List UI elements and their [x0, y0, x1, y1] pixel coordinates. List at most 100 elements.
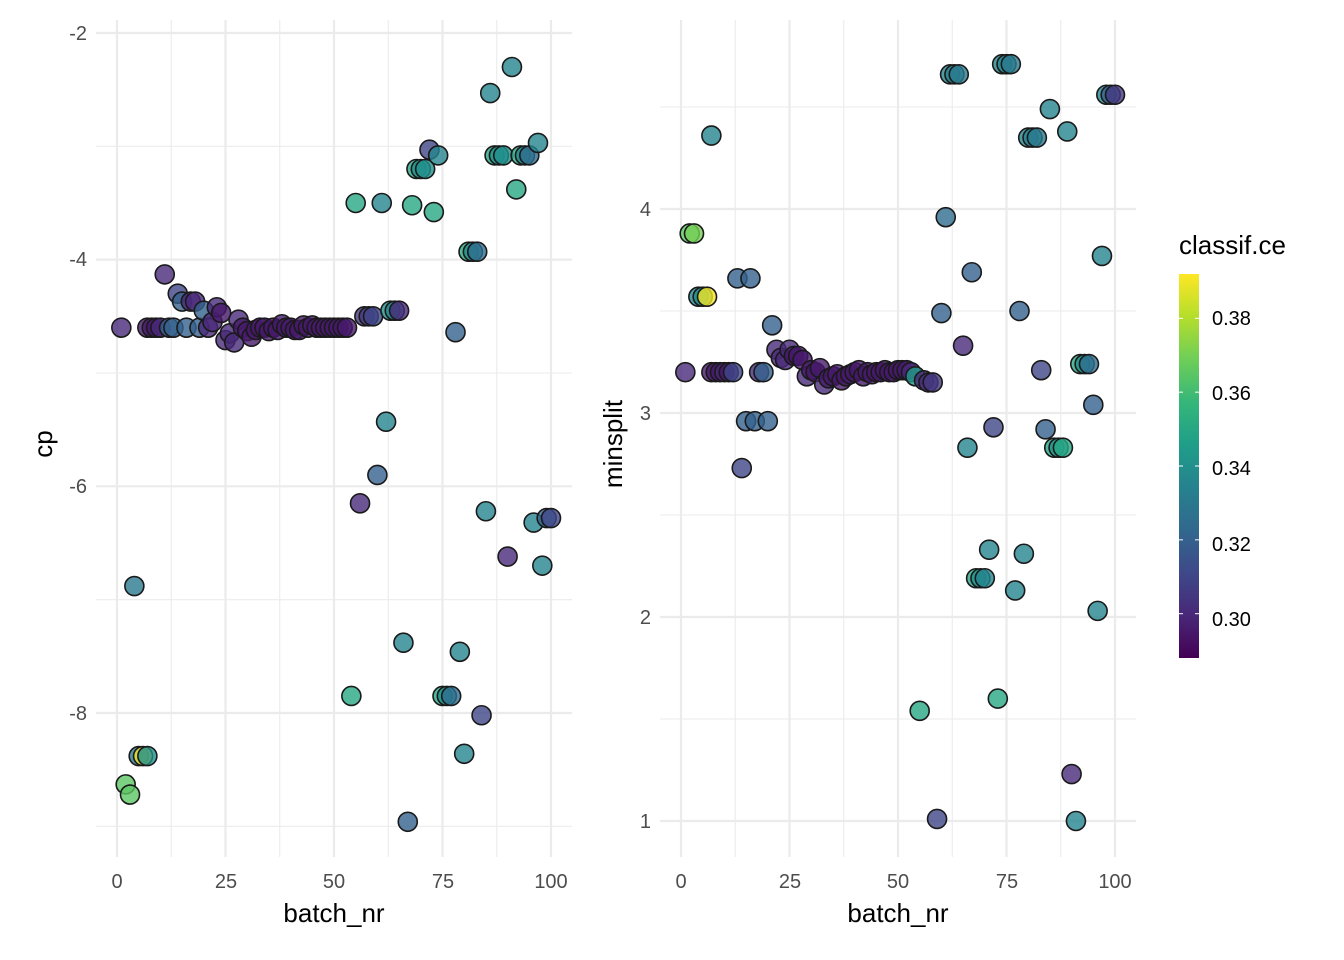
cp-panel-points — [111, 56, 562, 833]
minsplit-x-tick-75: 75 — [996, 871, 1018, 893]
cp-point — [414, 158, 436, 180]
legend-label-034: 0.34 — [1212, 458, 1251, 480]
minsplit-point — [761, 314, 783, 336]
legend-colorbar — [1179, 274, 1199, 658]
minsplit-point — [1004, 580, 1026, 601]
minsplit-point — [909, 700, 931, 722]
cp-point — [492, 145, 514, 166]
minsplit-point — [1104, 84, 1126, 106]
cp-y-tick-neg8: -8 — [69, 703, 87, 725]
minsplit-point — [974, 567, 996, 589]
minsplit-point — [1091, 245, 1113, 267]
minsplit-point — [753, 361, 774, 383]
minsplit-x-axis-title: batch_nr — [847, 898, 949, 928]
legend-label-036: 0.36 — [1212, 383, 1251, 405]
minsplit-y-tick-2: 2 — [640, 607, 651, 629]
minsplit-point — [731, 457, 753, 479]
minsplit-y-tick-3: 3 — [640, 403, 651, 425]
minsplit-point — [683, 223, 705, 244]
minsplit-point — [957, 437, 978, 458]
minsplit-y-axis-title: minsplit — [598, 399, 628, 488]
cp-point — [393, 632, 414, 654]
minsplit-point — [1078, 353, 1100, 375]
cp-point — [471, 704, 492, 726]
minsplit-point — [701, 125, 722, 146]
minsplit-panel-grid — [660, 20, 1136, 857]
cp-point — [397, 811, 419, 833]
cp-point — [341, 685, 362, 707]
cp-point — [475, 500, 497, 522]
cp-point — [445, 321, 466, 343]
cp-point — [466, 241, 488, 263]
minsplit-point — [987, 688, 1009, 709]
legend-label-038: 0.38 — [1212, 308, 1251, 330]
cp-x-tick-100: 100 — [534, 871, 567, 893]
minsplit-point — [952, 335, 974, 356]
cp-point — [371, 192, 393, 214]
cp-point — [362, 306, 384, 327]
minsplit-point — [922, 372, 944, 393]
cp-point — [497, 546, 518, 567]
minsplit-point — [961, 261, 983, 283]
minsplit-point — [1083, 394, 1104, 416]
cp-point — [345, 192, 367, 214]
minsplit-point — [1052, 437, 1074, 458]
minsplit-x-tick-0: 0 — [675, 871, 686, 893]
cp-point — [427, 145, 449, 166]
minsplit-point — [948, 64, 970, 85]
minsplit-point — [740, 268, 761, 289]
cp-point — [501, 56, 523, 78]
minsplit-point — [926, 808, 948, 830]
cp-point — [388, 300, 410, 321]
minsplit-point — [1000, 53, 1022, 75]
cp-y-tick-neg6: -6 — [69, 476, 87, 498]
minsplit-point — [1030, 359, 1052, 381]
cp-point — [540, 507, 562, 529]
minsplit-panel: 0 25 50 75 100 1 2 3 4 batch_nr minsplit — [598, 20, 1136, 928]
cp-panel: 0 25 50 75 100 -2 -4 -6 -8 batch_nr cp — [28, 20, 572, 928]
cp-point — [453, 743, 475, 765]
legend-label-030: 0.30 — [1212, 609, 1251, 631]
cp-y-axis-title: cp — [28, 430, 58, 457]
minsplit-y-tick-4: 4 — [640, 199, 651, 221]
cp-point — [449, 641, 471, 663]
minsplit-point — [1035, 419, 1056, 440]
cp-point — [532, 555, 553, 576]
minsplit-point — [1026, 127, 1048, 148]
cp-point — [423, 201, 445, 223]
minsplit-x-tick-25: 25 — [779, 871, 801, 893]
cp-point — [440, 685, 462, 707]
legend-title: classif.ce — [1179, 230, 1286, 260]
cp-x-tick-25: 25 — [215, 871, 237, 893]
minsplit-point — [1061, 763, 1082, 785]
minsplit-point — [757, 410, 779, 432]
minsplit-point — [722, 361, 744, 383]
cp-point — [210, 302, 232, 324]
cp-point — [367, 464, 388, 486]
minsplit-point — [1065, 810, 1087, 832]
legend-label-032: 0.32 — [1212, 534, 1251, 556]
legend-ticks — [1179, 317, 1199, 615]
minsplit-x-tick-50: 50 — [887, 871, 909, 893]
cp-point — [375, 411, 397, 433]
cp-panel-grid — [96, 20, 572, 857]
minsplit-point — [1039, 98, 1061, 120]
cp-point — [336, 317, 358, 338]
cp-y-tick-neg4: -4 — [69, 249, 87, 271]
cp-x-tick-50: 50 — [323, 871, 345, 893]
cp-point — [154, 264, 176, 285]
cp-point — [401, 194, 423, 216]
cp-x-tick-0: 0 — [111, 871, 122, 893]
minsplit-point — [1087, 600, 1108, 622]
cp-x-axis-title: batch_nr — [283, 898, 385, 928]
cp-x-tick-75: 75 — [432, 871, 454, 893]
minsplit-point — [1056, 121, 1078, 142]
minsplit-point — [696, 286, 718, 308]
cp-point — [505, 179, 527, 200]
cp-point — [479, 82, 501, 104]
cp-point — [124, 575, 145, 597]
cp-point — [111, 317, 132, 338]
minsplit-point — [1013, 543, 1035, 565]
minsplit-y-tick-1: 1 — [640, 811, 651, 833]
